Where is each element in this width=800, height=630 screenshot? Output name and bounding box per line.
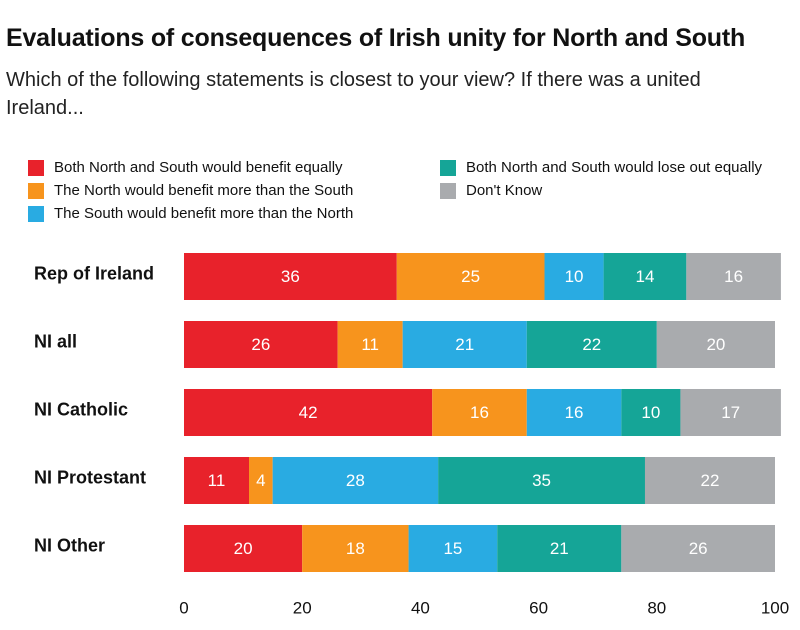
data-label-ni-all-0: 26 <box>251 335 270 354</box>
category-label-ni-protestant: NI Protestant <box>34 467 146 487</box>
bar-segment-rep-of-ireland-2 <box>544 253 604 300</box>
bar-segment-ni-other-4 <box>621 525 775 572</box>
category-label-ni-all: NI all <box>34 331 77 351</box>
data-label-rep-of-ireland-1: 25 <box>461 267 480 286</box>
data-label-ni-catholic-3: 10 <box>641 403 660 422</box>
bar-segment-ni-catholic-2 <box>526 389 622 436</box>
x-tick-label-100: 100 <box>761 598 789 617</box>
data-label-ni-all-4: 20 <box>706 335 725 354</box>
bar-segment-ni-catholic-4 <box>680 389 781 436</box>
x-tick-label-60: 60 <box>529 598 548 617</box>
data-label-ni-catholic-1: 16 <box>470 403 489 422</box>
bar-segment-ni-other-3 <box>497 525 622 572</box>
bar-segment-ni-catholic-1 <box>432 389 527 436</box>
bar-segment-ni-protestant-4 <box>644 457 775 504</box>
data-label-ni-other-4: 26 <box>689 539 708 558</box>
data-label-ni-catholic-0: 42 <box>299 403 318 422</box>
data-label-ni-all-2: 21 <box>455 335 474 354</box>
bar-segment-ni-other-2 <box>408 525 498 572</box>
bar-segment-ni-all-2 <box>402 321 527 368</box>
bar-segment-ni-other-0 <box>184 525 303 572</box>
data-label-rep-of-ireland-0: 36 <box>281 267 300 286</box>
data-label-ni-protestant-0: 11 <box>208 471 226 490</box>
chart-title: Evaluations of consequences of Irish uni… <box>6 24 746 52</box>
bar-segment-ni-catholic-0 <box>184 389 433 436</box>
bar-segment-rep-of-ireland-4 <box>686 253 781 300</box>
data-label-ni-all-3: 22 <box>582 335 601 354</box>
x-tick-label-0: 0 <box>179 598 188 617</box>
data-label-rep-of-ireland-2: 10 <box>565 267 584 286</box>
bar-segment-ni-protestant-1 <box>249 457 273 504</box>
category-label-ni-other: NI Other <box>34 535 105 555</box>
bar-segment-ni-all-4 <box>656 321 775 368</box>
category-label-rep-of-ireland: Rep of Ireland <box>34 263 154 283</box>
chart-subtitle: Which of the following statements is clo… <box>6 69 701 119</box>
bar-segment-ni-all-3 <box>526 321 657 368</box>
x-tick-label-20: 20 <box>293 598 312 617</box>
x-tick-label-80: 80 <box>647 598 666 617</box>
bar-segment-ni-protestant-0 <box>184 457 250 504</box>
data-label-ni-other-3: 21 <box>550 539 569 558</box>
data-label-ni-protestant-3: 35 <box>532 471 551 490</box>
data-label-ni-protestant-2: 28 <box>346 471 365 490</box>
bar-segment-rep-of-ireland-3 <box>603 253 687 300</box>
data-label-rep-of-ireland-4: 16 <box>724 267 743 286</box>
data-label-ni-protestant-4: 22 <box>701 471 720 490</box>
bar-segment-ni-protestant-3 <box>438 457 645 504</box>
bar-segment-ni-catholic-3 <box>621 389 681 436</box>
category-label-ni-catholic: NI Catholic <box>34 399 128 419</box>
bar-segment-ni-all-0 <box>184 321 338 368</box>
bar-segment-ni-all-1 <box>337 321 403 368</box>
data-label-ni-other-1: 18 <box>346 539 365 558</box>
data-label-ni-other-2: 15 <box>443 539 462 558</box>
data-label-ni-protestant-1: 4 <box>256 471 265 490</box>
bar-segment-rep-of-ireland-0 <box>184 253 397 300</box>
data-label-ni-catholic-4: 17 <box>721 403 740 422</box>
data-label-ni-all-1: 11 <box>361 335 379 354</box>
data-label-ni-catholic-2: 16 <box>565 403 584 422</box>
bar-segment-rep-of-ireland-1 <box>396 253 545 300</box>
data-label-ni-other-0: 20 <box>234 539 253 558</box>
bar-segment-ni-protestant-2 <box>272 457 439 504</box>
x-tick-label-40: 40 <box>411 598 430 617</box>
data-label-rep-of-ireland-3: 14 <box>636 267 655 286</box>
bar-segment-ni-other-1 <box>302 525 409 572</box>
